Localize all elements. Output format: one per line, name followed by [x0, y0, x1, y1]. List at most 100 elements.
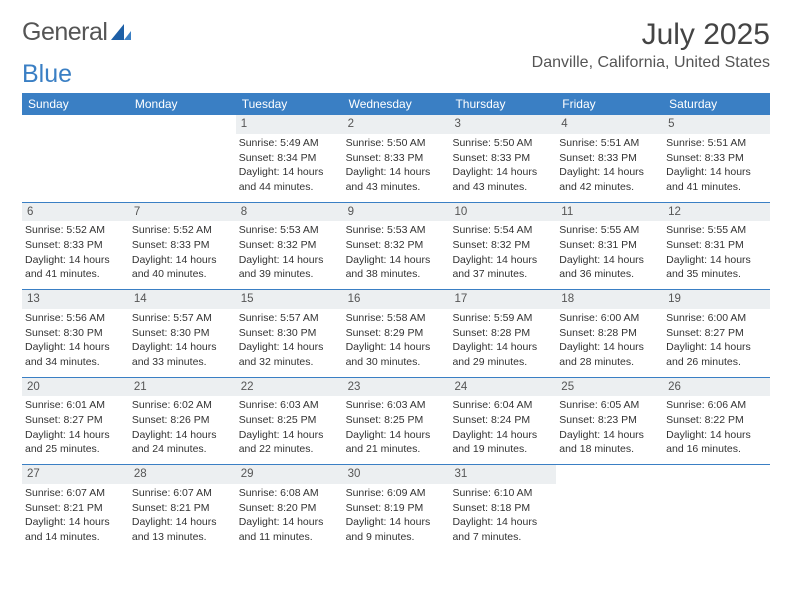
day-header-cell: Monday	[129, 93, 236, 115]
day-number: 6	[22, 203, 129, 222]
day-info-line: and 32 minutes.	[239, 356, 340, 370]
day-cell: 21Sunrise: 6:02 AMSunset: 8:26 PMDayligh…	[129, 378, 236, 465]
day-cell: 8Sunrise: 5:53 AMSunset: 8:32 PMDaylight…	[236, 203, 343, 290]
day-number: 11	[556, 203, 663, 222]
week-row: 13Sunrise: 5:56 AMSunset: 8:30 PMDayligh…	[22, 289, 770, 377]
day-header-cell: Wednesday	[343, 93, 450, 115]
day-info-line: and 33 minutes.	[132, 356, 233, 370]
day-info-line: Sunrise: 6:07 AM	[132, 487, 233, 501]
day-info-line: and 37 minutes.	[452, 268, 553, 282]
day-cell: 14Sunrise: 5:57 AMSunset: 8:30 PMDayligh…	[129, 290, 236, 377]
day-info-line: Sunset: 8:33 PM	[132, 239, 233, 253]
day-info-line: Sunset: 8:34 PM	[239, 152, 340, 166]
day-info-line: Sunset: 8:30 PM	[25, 327, 126, 341]
day-cell: 31Sunrise: 6:10 AMSunset: 8:18 PMDayligh…	[449, 465, 556, 552]
day-info-line: Daylight: 14 hours	[666, 341, 767, 355]
day-number: 19	[663, 290, 770, 309]
week-row: 1Sunrise: 5:49 AMSunset: 8:34 PMDaylight…	[22, 115, 770, 202]
day-cell: 1Sunrise: 5:49 AMSunset: 8:34 PMDaylight…	[236, 115, 343, 202]
day-info-line: Daylight: 14 hours	[346, 516, 447, 530]
day-info-line: Daylight: 14 hours	[132, 254, 233, 268]
day-info-line: and 43 minutes.	[452, 181, 553, 195]
day-info-line: Sunrise: 6:00 AM	[666, 312, 767, 326]
day-info-line: Sunset: 8:33 PM	[346, 152, 447, 166]
day-number: 27	[22, 465, 129, 484]
day-info-line: Sunrise: 6:00 AM	[559, 312, 660, 326]
day-info-line: Daylight: 14 hours	[559, 341, 660, 355]
day-info-line: Daylight: 14 hours	[346, 166, 447, 180]
day-info-line: and 34 minutes.	[25, 356, 126, 370]
day-cell: 10Sunrise: 5:54 AMSunset: 8:32 PMDayligh…	[449, 203, 556, 290]
day-info-line: Sunrise: 5:54 AM	[452, 224, 553, 238]
day-info-line: and 19 minutes.	[452, 443, 553, 457]
day-info-line: and 16 minutes.	[666, 443, 767, 457]
day-cell: 9Sunrise: 5:53 AMSunset: 8:32 PMDaylight…	[343, 203, 450, 290]
day-info-line: Daylight: 14 hours	[25, 429, 126, 443]
day-info-line: Sunrise: 6:03 AM	[346, 399, 447, 413]
day-info-line: Sunset: 8:28 PM	[559, 327, 660, 341]
day-header-cell: Tuesday	[236, 93, 343, 115]
day-info-line: Daylight: 14 hours	[452, 254, 553, 268]
day-number: 1	[236, 115, 343, 134]
day-number: 2	[343, 115, 450, 134]
month-title: July 2025	[532, 18, 770, 52]
day-info-line: Sunset: 8:32 PM	[346, 239, 447, 253]
day-info-line: and 26 minutes.	[666, 356, 767, 370]
day-info-line: Sunrise: 5:51 AM	[666, 137, 767, 151]
day-info-line: Sunrise: 6:05 AM	[559, 399, 660, 413]
day-number: 29	[236, 465, 343, 484]
day-info-line: and 41 minutes.	[666, 181, 767, 195]
day-info-line: Daylight: 14 hours	[559, 254, 660, 268]
day-info-line: Sunset: 8:33 PM	[452, 152, 553, 166]
day-info-line: Daylight: 14 hours	[346, 254, 447, 268]
day-info-line: Sunrise: 5:55 AM	[666, 224, 767, 238]
day-info-line: and 18 minutes.	[559, 443, 660, 457]
day-number: 15	[236, 290, 343, 309]
day-info-line: and 42 minutes.	[559, 181, 660, 195]
day-info-line: Sunrise: 5:57 AM	[239, 312, 340, 326]
day-number: 10	[449, 203, 556, 222]
day-cell: 16Sunrise: 5:58 AMSunset: 8:29 PMDayligh…	[343, 290, 450, 377]
day-info-line: Daylight: 14 hours	[239, 166, 340, 180]
day-info-line: Sunrise: 5:58 AM	[346, 312, 447, 326]
day-info-line: and 40 minutes.	[132, 268, 233, 282]
week-row: 20Sunrise: 6:01 AMSunset: 8:27 PMDayligh…	[22, 377, 770, 465]
day-info-line: Sunset: 8:33 PM	[25, 239, 126, 253]
day-info-line: Sunset: 8:28 PM	[452, 327, 553, 341]
day-info-line: Sunset: 8:29 PM	[346, 327, 447, 341]
day-info-line: Daylight: 14 hours	[452, 166, 553, 180]
day-info-line: Daylight: 14 hours	[666, 254, 767, 268]
day-cell: 28Sunrise: 6:07 AMSunset: 8:21 PMDayligh…	[129, 465, 236, 552]
day-cell-empty	[22, 115, 129, 202]
day-info-line: Sunset: 8:21 PM	[132, 502, 233, 516]
day-info-line: Daylight: 14 hours	[132, 429, 233, 443]
day-number: 24	[449, 378, 556, 397]
day-info-line: Sunrise: 5:51 AM	[559, 137, 660, 151]
day-info-line: Daylight: 14 hours	[239, 516, 340, 530]
day-info-line: Sunrise: 5:55 AM	[559, 224, 660, 238]
day-number: 28	[129, 465, 236, 484]
day-info-line: and 11 minutes.	[239, 531, 340, 545]
day-info-line: and 28 minutes.	[559, 356, 660, 370]
day-cell: 5Sunrise: 5:51 AMSunset: 8:33 PMDaylight…	[663, 115, 770, 202]
day-info-line: and 36 minutes.	[559, 268, 660, 282]
day-info-line: Sunrise: 5:53 AM	[239, 224, 340, 238]
day-cell: 13Sunrise: 5:56 AMSunset: 8:30 PMDayligh…	[22, 290, 129, 377]
day-number: 3	[449, 115, 556, 134]
day-info-line: Daylight: 14 hours	[25, 341, 126, 355]
day-number: 26	[663, 378, 770, 397]
day-info-line: and 29 minutes.	[452, 356, 553, 370]
day-cell: 20Sunrise: 6:01 AMSunset: 8:27 PMDayligh…	[22, 378, 129, 465]
day-info-line: Sunrise: 5:56 AM	[25, 312, 126, 326]
day-info-line: and 44 minutes.	[239, 181, 340, 195]
day-info-line: Daylight: 14 hours	[239, 254, 340, 268]
day-info-line: Sunrise: 5:52 AM	[132, 224, 233, 238]
day-header-cell: Thursday	[449, 93, 556, 115]
day-info-line: Sunrise: 6:02 AM	[132, 399, 233, 413]
day-info-line: Daylight: 14 hours	[25, 254, 126, 268]
day-number: 30	[343, 465, 450, 484]
day-info-line: Sunset: 8:22 PM	[666, 414, 767, 428]
day-cell: 17Sunrise: 5:59 AMSunset: 8:28 PMDayligh…	[449, 290, 556, 377]
day-number: 17	[449, 290, 556, 309]
day-cell: 24Sunrise: 6:04 AMSunset: 8:24 PMDayligh…	[449, 378, 556, 465]
